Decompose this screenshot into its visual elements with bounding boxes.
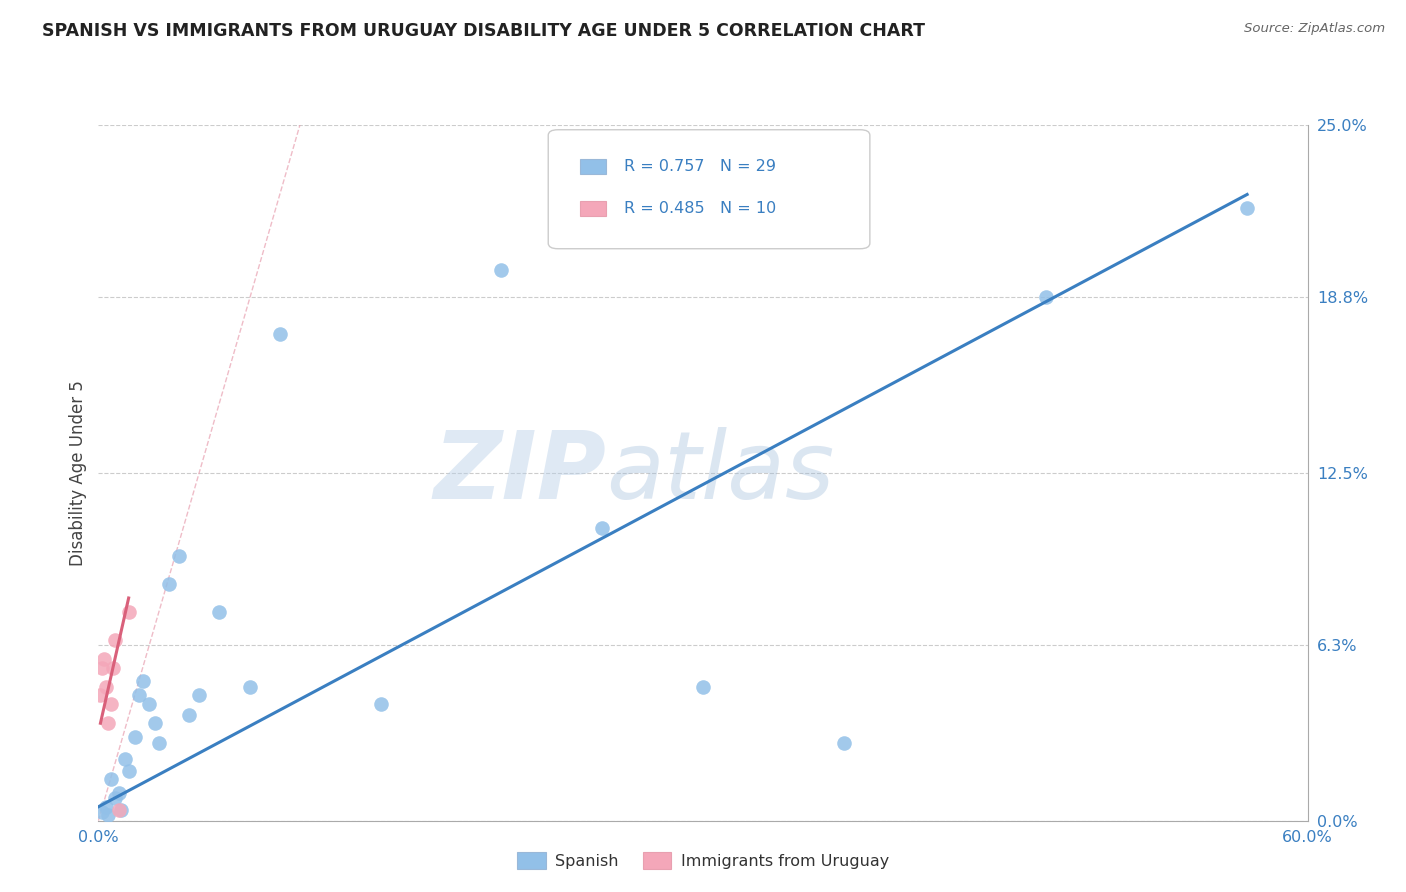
Point bbox=[188, 689, 211, 703]
Point bbox=[591, 521, 613, 535]
Point bbox=[138, 697, 160, 711]
Point bbox=[91, 660, 114, 674]
Legend: Spanish, Immigrants from Uruguay: Spanish, Immigrants from Uruguay bbox=[510, 846, 896, 875]
Point bbox=[157, 577, 180, 591]
FancyBboxPatch shape bbox=[579, 159, 606, 174]
FancyBboxPatch shape bbox=[548, 129, 870, 249]
Point bbox=[132, 674, 155, 689]
Text: SPANISH VS IMMIGRANTS FROM URUGUAY DISABILITY AGE UNDER 5 CORRELATION CHART: SPANISH VS IMMIGRANTS FROM URUGUAY DISAB… bbox=[42, 22, 925, 40]
Point bbox=[269, 326, 291, 341]
Point bbox=[143, 716, 166, 731]
Point bbox=[93, 652, 115, 666]
Point bbox=[167, 549, 190, 564]
Point bbox=[370, 697, 392, 711]
Point bbox=[832, 736, 855, 750]
Point bbox=[208, 605, 231, 619]
Point bbox=[103, 791, 125, 805]
Point bbox=[89, 689, 111, 703]
Point bbox=[110, 803, 132, 817]
Point bbox=[118, 605, 141, 619]
Point bbox=[114, 752, 136, 766]
Text: Source: ZipAtlas.com: Source: ZipAtlas.com bbox=[1244, 22, 1385, 36]
Point bbox=[96, 799, 118, 814]
Point bbox=[91, 805, 114, 820]
Point bbox=[148, 736, 170, 750]
Point bbox=[179, 707, 201, 722]
Y-axis label: Disability Age Under 5: Disability Age Under 5 bbox=[69, 380, 87, 566]
Point bbox=[1035, 290, 1057, 304]
Point bbox=[96, 680, 118, 694]
Point bbox=[100, 772, 122, 786]
FancyBboxPatch shape bbox=[579, 201, 606, 216]
Text: R = 0.757   N = 29: R = 0.757 N = 29 bbox=[624, 159, 776, 174]
Point bbox=[97, 716, 120, 731]
Point bbox=[101, 660, 124, 674]
Text: R = 0.485   N = 10: R = 0.485 N = 10 bbox=[624, 201, 776, 216]
Point bbox=[491, 262, 513, 277]
Point bbox=[124, 730, 146, 744]
Point bbox=[1236, 202, 1258, 216]
Text: atlas: atlas bbox=[606, 427, 835, 518]
Point bbox=[107, 803, 129, 817]
Point bbox=[692, 680, 714, 694]
Point bbox=[103, 632, 125, 647]
Point bbox=[100, 697, 122, 711]
Point bbox=[107, 786, 129, 800]
Point bbox=[128, 689, 150, 703]
Point bbox=[97, 808, 120, 822]
Text: ZIP: ZIP bbox=[433, 426, 606, 519]
Point bbox=[118, 764, 141, 778]
Point bbox=[239, 680, 262, 694]
